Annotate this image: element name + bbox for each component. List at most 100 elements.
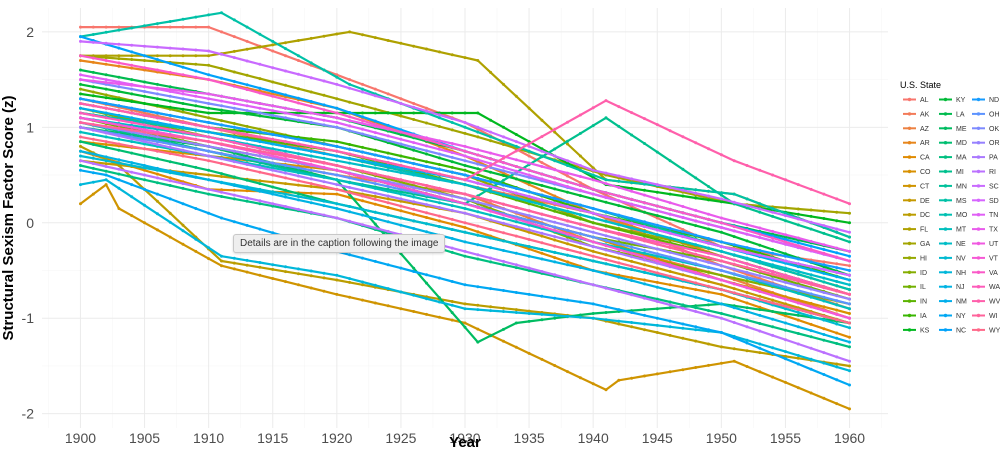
data-point xyxy=(771,210,775,214)
data-point xyxy=(194,75,198,79)
data-point xyxy=(809,346,813,350)
data-point xyxy=(463,197,467,201)
data-point xyxy=(373,111,377,115)
data-point xyxy=(361,280,364,284)
data-point xyxy=(296,118,300,122)
legend-item-az: AZ xyxy=(903,126,930,133)
legend-item-ky: KY xyxy=(939,97,966,104)
data-point xyxy=(681,273,685,277)
data-point xyxy=(796,223,800,227)
data-point xyxy=(630,207,634,211)
data-point xyxy=(130,58,134,61)
data-point xyxy=(104,178,108,182)
x-tick-label: 1945 xyxy=(642,430,673,446)
data-point xyxy=(848,326,851,330)
data-point xyxy=(809,357,813,361)
data-point xyxy=(463,144,467,148)
data-point xyxy=(335,75,339,79)
data-point xyxy=(91,60,95,64)
data-point xyxy=(220,175,223,178)
data-point xyxy=(258,179,262,183)
data-point xyxy=(143,128,146,132)
data-point xyxy=(91,137,95,141)
data-point xyxy=(514,220,518,224)
data-point xyxy=(232,193,236,197)
data-point xyxy=(296,183,300,187)
data-point xyxy=(79,39,82,43)
data-point xyxy=(322,118,326,122)
data-point xyxy=(335,154,339,158)
data-point xyxy=(284,116,287,120)
data-point xyxy=(309,197,313,201)
data-point xyxy=(335,192,339,196)
data-point xyxy=(553,296,557,300)
legend-item-wi: WI xyxy=(972,313,998,320)
data-point xyxy=(514,206,518,209)
data-point xyxy=(694,270,698,274)
legend-key-point xyxy=(943,213,948,217)
legend-title: U.S. State xyxy=(900,80,941,90)
data-point xyxy=(79,59,82,62)
data-point xyxy=(245,25,249,29)
data-point xyxy=(604,253,608,257)
data-point xyxy=(168,70,172,74)
legend-item-hi: HI xyxy=(903,255,927,262)
data-point xyxy=(643,296,646,300)
data-point xyxy=(643,244,646,248)
data-point xyxy=(79,106,82,110)
data-point xyxy=(220,108,223,112)
data-point xyxy=(143,133,146,136)
data-point xyxy=(476,215,480,219)
data-point xyxy=(143,125,146,129)
data-point xyxy=(732,253,736,257)
data-point xyxy=(450,53,454,57)
legend-key-point xyxy=(943,227,948,231)
data-point xyxy=(271,267,275,271)
data-point xyxy=(79,111,82,115)
data-point xyxy=(809,208,813,212)
data-point xyxy=(630,177,634,181)
data-point xyxy=(425,121,428,125)
data-point xyxy=(707,227,710,231)
data-point xyxy=(463,149,467,153)
data-point xyxy=(784,295,787,299)
data-point xyxy=(630,249,634,252)
data-point xyxy=(271,80,275,84)
data-point xyxy=(437,214,441,218)
data-point xyxy=(745,291,749,294)
data-point xyxy=(130,66,134,70)
data-point xyxy=(194,151,198,155)
legend-key-point xyxy=(976,169,981,174)
data-point xyxy=(502,327,505,331)
legend-item-ms: MS xyxy=(939,198,967,205)
data-point xyxy=(232,110,236,114)
data-point xyxy=(643,249,646,252)
data-point xyxy=(207,178,211,182)
data-point xyxy=(207,144,211,148)
data-point xyxy=(463,254,467,258)
data-point xyxy=(566,190,569,194)
data-point xyxy=(643,263,646,267)
data-point xyxy=(643,180,646,184)
data-point xyxy=(309,90,313,94)
data-point xyxy=(130,83,134,87)
data-point xyxy=(822,318,826,322)
data-point xyxy=(553,250,557,254)
data-point xyxy=(412,162,416,166)
data-point xyxy=(245,128,249,132)
data-point xyxy=(296,283,300,287)
data-point xyxy=(130,63,134,67)
data-point xyxy=(168,25,172,29)
data-point xyxy=(527,214,531,218)
data-point xyxy=(155,25,159,29)
data-point xyxy=(284,47,287,51)
data-point xyxy=(361,159,364,163)
data-point xyxy=(194,175,198,179)
data-point xyxy=(348,152,352,156)
legend-item-la: LA xyxy=(939,111,965,118)
data-point xyxy=(578,256,582,260)
data-point xyxy=(617,199,621,203)
data-point xyxy=(489,135,493,139)
data-point xyxy=(719,312,723,315)
data-point xyxy=(578,227,582,231)
